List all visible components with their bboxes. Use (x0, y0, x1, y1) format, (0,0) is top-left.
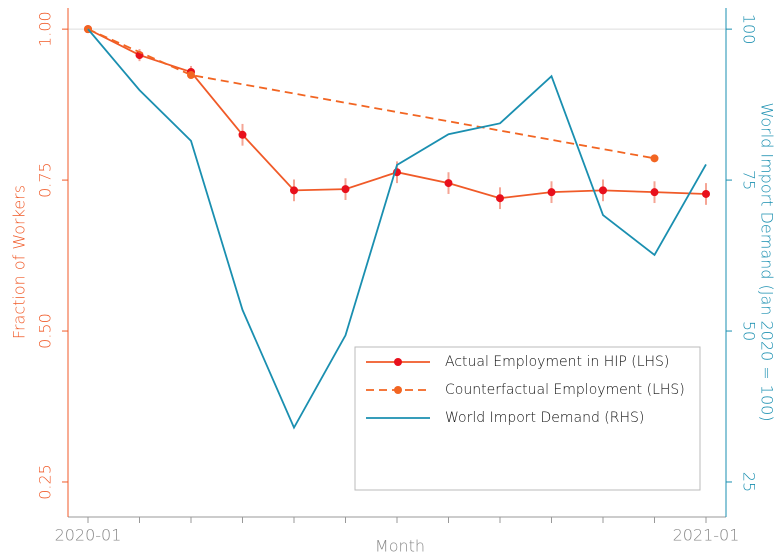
point (650, 188, 659, 197)
x-tick-label: 2021-01 (673, 526, 740, 545)
legend-label: Actual Employment in HIP (LHS) (445, 354, 669, 370)
y2-axis-title: World Import Demand (Jan 2020 = 100) (758, 102, 777, 421)
series-line (87, 28, 707, 430)
point (702, 189, 710, 198)
point (650, 154, 659, 163)
x-tick-label: 2020-01 (55, 526, 122, 545)
point (290, 186, 298, 195)
y-tick-label: 0.25 (36, 464, 55, 500)
legend-marker (394, 358, 402, 366)
y2-tick-label: 50 (740, 321, 759, 341)
point (599, 186, 607, 195)
point (341, 185, 350, 194)
point (238, 130, 247, 139)
legend-label: Counterfactual Employment (LHS) (445, 382, 685, 398)
series-line (87, 28, 655, 160)
legend-label: World Import Demand (RHS) (445, 410, 644, 426)
x-axis-title: Month (375, 537, 425, 556)
y-tick-label: 0.75 (36, 162, 55, 198)
y-axis-title: Fraction of Workers (10, 185, 29, 339)
point (444, 179, 453, 188)
y-tick-label: 1.00 (36, 11, 55, 47)
point (547, 188, 556, 197)
y2-tick-label: 75 (740, 170, 759, 190)
y2-tick-label: 25 (740, 472, 759, 492)
legend-marker (394, 386, 402, 394)
point (187, 71, 195, 80)
y2-tick-label: 100 (740, 14, 759, 45)
y-tick-label: 0.50 (36, 313, 55, 349)
point (496, 194, 504, 203)
